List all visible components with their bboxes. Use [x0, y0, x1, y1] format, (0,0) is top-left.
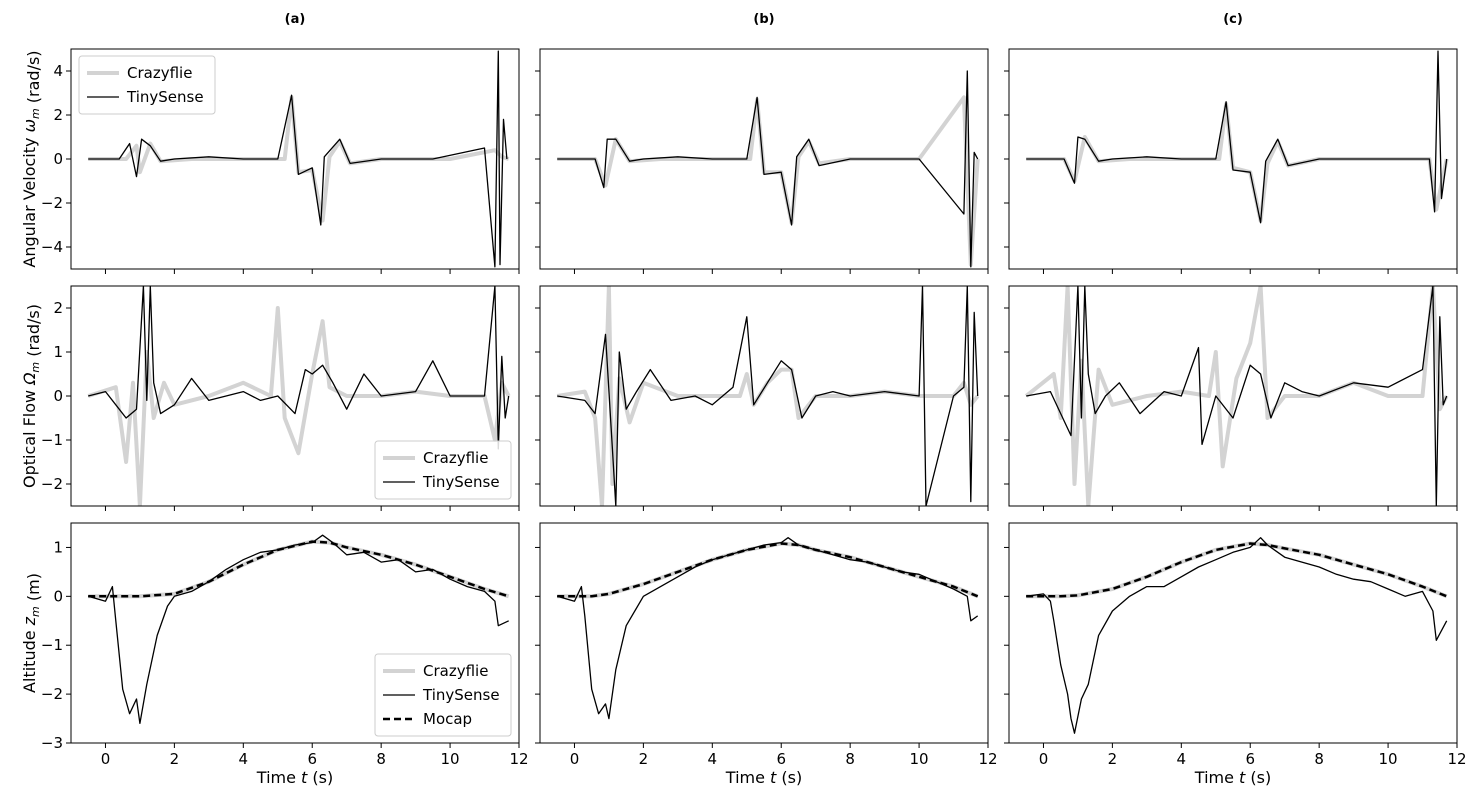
series-tinysense-line: [1026, 50, 1448, 224]
x-tick-label: 4: [1177, 750, 1187, 768]
x-tick-label: 12: [509, 750, 528, 768]
y-tick-label: 1: [53, 343, 63, 361]
series-mocap-line: [88, 540, 510, 598]
legend: Crazyflie TinySense Mocap: [374, 653, 512, 737]
series-group: [1026, 50, 1449, 224]
series-group: [88, 50, 510, 268]
series-crazyflie-line: [87, 306, 511, 506]
subplot-optical_flow-c: [1004, 285, 1458, 511]
subplot-angular_velocity-a: −4 −2 0 2 4 Angular Velocity ωm (rad/s) Crazyf…: [20, 48, 520, 274]
y-tick-label: −2: [41, 194, 63, 212]
column-title-a: (a): [285, 12, 306, 27]
y-tick-label: 1: [53, 538, 63, 556]
y-tick-label: −1: [41, 431, 63, 449]
x-tick-label: 0: [101, 750, 111, 768]
subplot-angular_velocity-b: [535, 48, 989, 274]
series-tinysense-line: [557, 537, 979, 720]
series-tinysense-line: [1026, 537, 1448, 734]
y-axis-label: Optical Flow Ωm (rad/s): [20, 304, 43, 488]
y-tick-label: −4: [41, 238, 63, 256]
legend: Crazyflie TinySense: [374, 440, 512, 500]
series-group: [557, 70, 980, 268]
column-titles: (a) (b) (c): [285, 12, 1243, 27]
x-tick-label: 8: [1314, 750, 1324, 768]
legend-label-tinysense: TinySense: [422, 473, 500, 491]
series-tinysense-line: [557, 70, 979, 268]
series-tinysense-line: [557, 286, 979, 506]
y-tick-label: −2: [41, 685, 63, 703]
x-axis-label: Time t (s): [725, 768, 802, 787]
legend-label-mocap: Mocap: [423, 710, 472, 728]
x-tick-label: 8: [376, 750, 386, 768]
series-group: [1024, 286, 1449, 506]
series-group: [1026, 537, 1448, 734]
subplot-optical_flow-b: [535, 285, 989, 511]
subplot-altitude-b: 0 2 4 6 8 10 12 Time t (s): [535, 522, 998, 787]
x-tick-label: 0: [570, 750, 580, 768]
x-tick-label: 10: [1379, 750, 1398, 768]
axes-frame: [1008, 522, 1458, 744]
y-tick-label: −1: [41, 636, 63, 654]
legend-box: [78, 55, 216, 115]
series-crazyflie-line: [1024, 286, 1449, 506]
x-tick-label: 6: [776, 750, 786, 768]
series-mocap-line: [1026, 542, 1448, 598]
y-tick-label: 2: [53, 106, 63, 124]
column-title-b: (b): [753, 12, 774, 27]
y-tick-label: 0: [53, 587, 63, 605]
series-tinysense-line: [1026, 286, 1448, 506]
subplot-optical_flow-a: −2 −1 0 1 2 Optical Flow Ωm (rad/s) Crazyflie T…: [20, 285, 520, 511]
subplot-altitude-c: 0 2 4 6 8 10 12 Time t (s): [1004, 522, 1467, 787]
axes-frame: [70, 522, 520, 744]
x-tick-label: 4: [239, 750, 249, 768]
subplot-grid: −4 −2 0 2 4 Angular Velocity ωm (rad/s) Crazyf…: [20, 48, 1467, 787]
y-axis-label: Altitude zm (m): [20, 573, 43, 693]
x-tick-label: 10: [441, 750, 460, 768]
column-title-c: (c): [1223, 12, 1243, 27]
y-tick-label: −2: [41, 475, 63, 493]
x-tick-label: 4: [708, 750, 718, 768]
legend-label-tinysense: TinySense: [422, 686, 500, 704]
x-axis-label: Time t (s): [256, 768, 333, 787]
series-group: [557, 537, 979, 720]
y-axis-label: Angular Velocity ωm (rad/s): [20, 50, 43, 267]
axes-frame: [539, 522, 989, 744]
subplot-angular_velocity-c: [1004, 48, 1458, 274]
y-tick-label: 2: [53, 299, 63, 317]
y-tick-label: 4: [53, 62, 63, 80]
legend-label-crazyflie: Crazyflie: [423, 662, 488, 680]
y-tick-label: 0: [53, 387, 63, 405]
legend-label-tinysense: TinySense: [126, 88, 204, 106]
series-mocap-line: [557, 542, 979, 598]
x-tick-label: 8: [845, 750, 855, 768]
x-tick-label: 6: [307, 750, 317, 768]
x-tick-label: 10: [910, 750, 929, 768]
x-tick-label: 2: [170, 750, 180, 768]
y-tick-label: −3: [41, 734, 63, 752]
x-tick-label: 2: [639, 750, 649, 768]
series-tinysense-line: [88, 50, 508, 268]
x-tick-label: 0: [1039, 750, 1049, 768]
series-group: [88, 534, 510, 725]
legend-box: [374, 440, 512, 500]
y-tick-label: 0: [53, 150, 63, 168]
x-tick-label: 12: [978, 750, 997, 768]
x-tick-label: 12: [1447, 750, 1466, 768]
legend: Crazyflie TinySense: [78, 55, 216, 115]
legend-box: [374, 653, 512, 737]
series-group: [87, 286, 511, 506]
series-tinysense-line: [88, 286, 510, 450]
subplot-altitude-a: 0 2 4 6 8 10 12 −3 −2 −1 0 1 Altitude zm (m) Time t (…: [20, 522, 529, 787]
legend-label-crazyflie: Crazyflie: [423, 449, 488, 467]
x-axis-label: Time t (s): [1194, 768, 1271, 787]
x-tick-label: 6: [1245, 750, 1255, 768]
legend-label-crazyflie: Crazyflie: [127, 64, 192, 82]
series-group: [556, 286, 980, 506]
x-tick-label: 2: [1108, 750, 1118, 768]
